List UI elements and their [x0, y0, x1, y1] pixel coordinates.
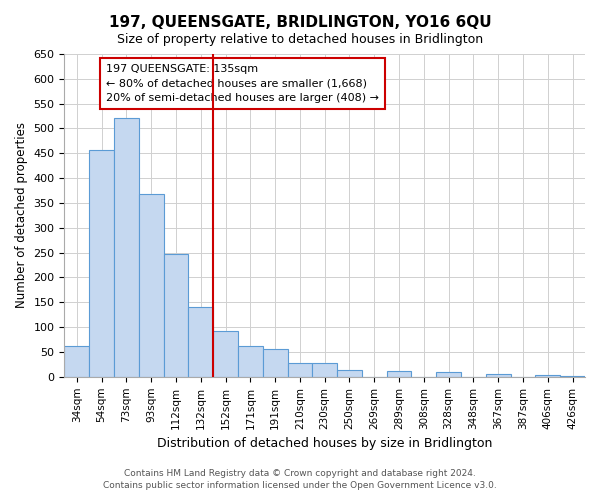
Bar	[263, 348, 287, 377]
Bar	[535, 376, 560, 377]
Bar	[114, 118, 139, 377]
Bar	[188, 308, 213, 377]
Bar	[164, 254, 188, 377]
Bar	[560, 376, 585, 377]
Bar	[287, 364, 313, 377]
Bar	[436, 372, 461, 377]
Y-axis label: Number of detached properties: Number of detached properties	[15, 122, 28, 308]
Bar	[213, 330, 238, 377]
Text: Contains HM Land Registry data © Crown copyright and database right 2024.
Contai: Contains HM Land Registry data © Crown c…	[103, 468, 497, 490]
Bar	[337, 370, 362, 377]
Bar	[89, 150, 114, 377]
Bar	[386, 371, 412, 377]
X-axis label: Distribution of detached houses by size in Bridlington: Distribution of detached houses by size …	[157, 437, 493, 450]
Text: 197, QUEENSGATE, BRIDLINGTON, YO16 6QU: 197, QUEENSGATE, BRIDLINGTON, YO16 6QU	[109, 15, 491, 30]
Bar	[238, 346, 263, 377]
Text: 197 QUEENSGATE: 135sqm
← 80% of detached houses are smaller (1,668)
20% of semi-: 197 QUEENSGATE: 135sqm ← 80% of detached…	[106, 64, 379, 104]
Bar	[486, 374, 511, 377]
Bar	[313, 364, 337, 377]
Bar	[64, 346, 89, 377]
Text: Size of property relative to detached houses in Bridlington: Size of property relative to detached ho…	[117, 32, 483, 46]
Bar	[139, 194, 164, 377]
